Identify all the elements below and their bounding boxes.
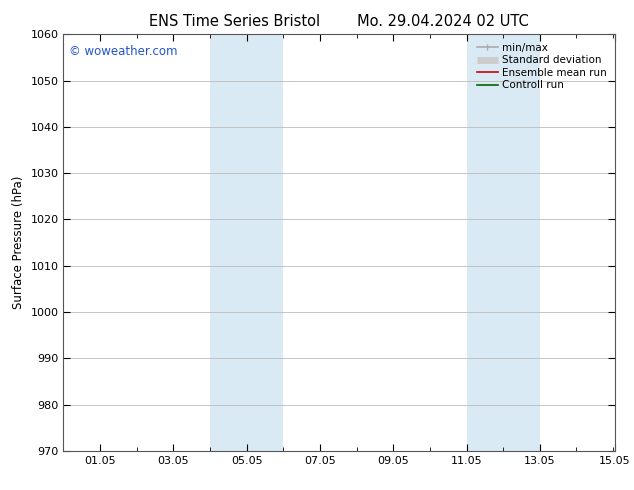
- Y-axis label: Surface Pressure (hPa): Surface Pressure (hPa): [12, 176, 25, 309]
- Bar: [210, 34, 283, 451]
- Text: © woweather.com: © woweather.com: [69, 45, 178, 58]
- Legend: min/max, Standard deviation, Ensemble mean run, Controll run: min/max, Standard deviation, Ensemble me…: [474, 40, 610, 94]
- Title: ENS Time Series Bristol        Mo. 29.04.2024 02 UTC: ENS Time Series Bristol Mo. 29.04.2024 0…: [150, 14, 529, 29]
- Bar: [467, 34, 540, 451]
